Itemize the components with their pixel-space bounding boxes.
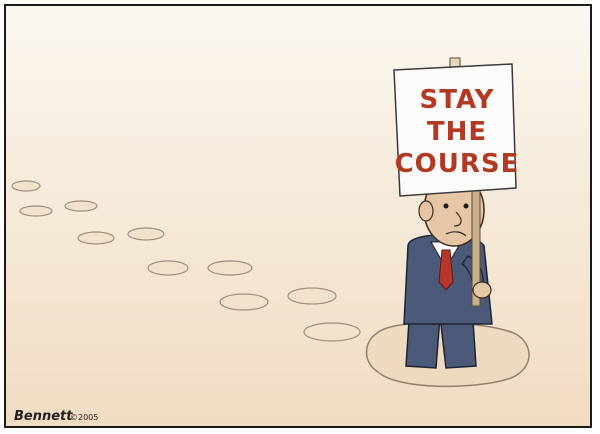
footprint <box>147 260 189 276</box>
sign-line-3: COURSE <box>395 149 520 179</box>
protest-sign: STAY THE COURSE <box>393 63 520 197</box>
footprint <box>303 322 361 342</box>
footprint <box>64 200 98 212</box>
cartoon-frame: STAY THE COURSE Bennett ©2005 <box>4 4 592 428</box>
footprint <box>207 260 253 276</box>
nose <box>453 211 462 227</box>
copyright-notice: ©2005 <box>70 413 98 422</box>
mouth <box>445 231 467 237</box>
footprint <box>11 180 41 192</box>
footprint <box>77 231 115 245</box>
ear <box>418 200 434 222</box>
cartoon-scene: STAY THE COURSE Bennett ©2005 <box>11 57 530 424</box>
tie <box>438 249 454 291</box>
footprint <box>219 293 269 311</box>
hand <box>472 281 492 299</box>
footprint <box>19 205 53 217</box>
eye <box>443 203 449 209</box>
footprint <box>287 287 337 305</box>
sign-line-2: THE <box>427 117 487 147</box>
artist-signature: Bennett <box>14 409 73 424</box>
sign-line-1: STAY <box>420 85 495 115</box>
eye <box>463 203 469 209</box>
footprints-trail <box>11 180 361 342</box>
footprint <box>127 227 165 241</box>
